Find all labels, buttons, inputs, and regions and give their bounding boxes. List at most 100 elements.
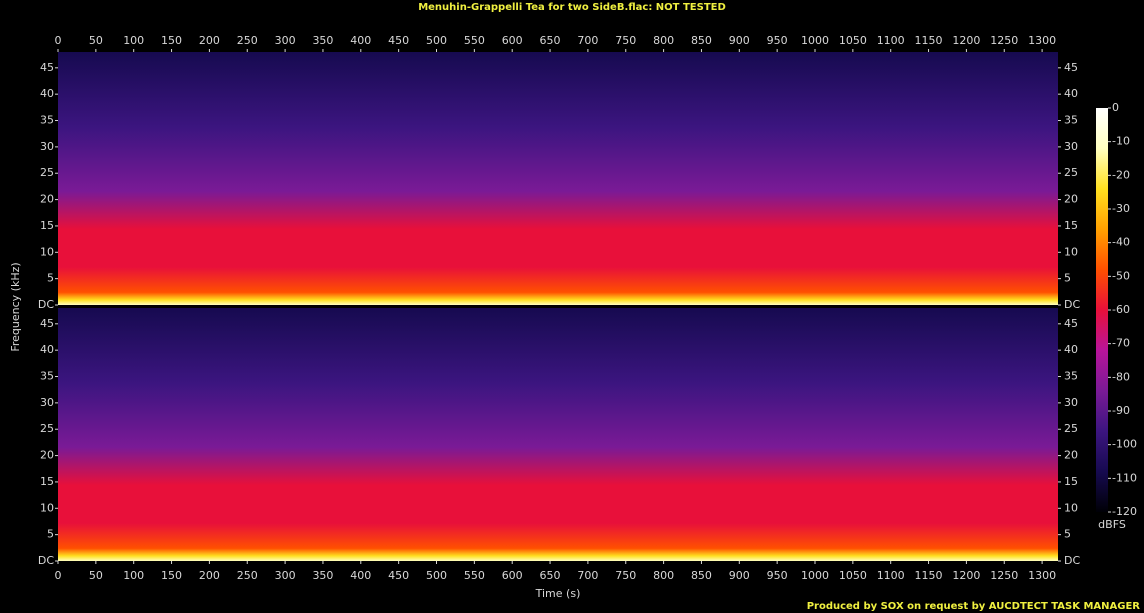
x-tick-label: 800 [653, 569, 674, 582]
x-tick-label: 600 [502, 569, 523, 582]
spectrogram-panel [58, 308, 1058, 561]
y-tick-label: 30 [40, 396, 54, 409]
x-tick-label: 550 [464, 569, 485, 582]
x-tick-label: 0 [55, 569, 62, 582]
colorbar-tick-label: -120 [1112, 505, 1137, 518]
colorbar-tick-label: -70 [1112, 337, 1130, 350]
y-tick-label: 10 [40, 501, 54, 514]
x-tick-label: 400 [350, 34, 371, 47]
colorbar-tick-label: -100 [1112, 438, 1137, 451]
y-tick-label: 45 [40, 317, 54, 330]
colorbar [1096, 108, 1108, 512]
x-tick-label: 900 [729, 34, 750, 47]
colorbar-tick-label: -80 [1112, 370, 1130, 383]
y-tick-label: 5 [47, 272, 54, 285]
x-axis-label: Time (s) [535, 587, 581, 600]
y-tick-label: DC [1064, 298, 1080, 311]
y-axis-label: Frequency (kHz) [9, 262, 22, 351]
y-tick-label: 10 [40, 245, 54, 258]
x-tick-label: 50 [89, 34, 103, 47]
colorbar-tick-label: -50 [1112, 269, 1130, 282]
x-tick-label: 450 [388, 569, 409, 582]
x-tick-label: 1250 [990, 569, 1018, 582]
x-tick-label: 1250 [990, 34, 1018, 47]
x-tick-label: 350 [312, 569, 333, 582]
colorbar-tick-label: -90 [1112, 404, 1130, 417]
y-tick-label: 35 [1064, 114, 1078, 127]
chart-title: Menuhin-Grappelli Tea for two SideB.flac… [418, 2, 726, 13]
y-tick-label: DC [38, 298, 54, 311]
colorbar-tick-label: -30 [1112, 202, 1130, 215]
x-tick-label: 500 [426, 569, 447, 582]
x-tick-label: 750 [615, 569, 636, 582]
y-tick-label: 35 [1064, 370, 1078, 383]
x-tick-label: 300 [275, 34, 296, 47]
colorbar-label: dBFS [1098, 518, 1126, 531]
x-tick-label: 450 [388, 34, 409, 47]
x-tick-label: 850 [691, 34, 712, 47]
x-tick-label: 700 [577, 34, 598, 47]
x-tick-label: 700 [577, 569, 598, 582]
x-tick-label: 750 [615, 34, 636, 47]
spectrogram-panel [58, 52, 1058, 305]
footer: Produced by SOX on request by AUCDTECT T… [807, 601, 1141, 612]
y-tick-label: 25 [40, 422, 54, 435]
colorbar-tick-label: 0 [1112, 101, 1119, 114]
colorbar-tick-label: -40 [1112, 236, 1130, 249]
colorbar-tick-label: -10 [1112, 135, 1130, 148]
y-tick-label: 10 [1064, 501, 1078, 514]
x-tick-label: 350 [312, 34, 333, 47]
y-tick-label: 20 [40, 449, 54, 462]
x-tick-label: 1050 [839, 34, 867, 47]
y-tick-label: 40 [1064, 343, 1078, 356]
x-tick-label: 600 [502, 34, 523, 47]
x-tick-label: 1050 [839, 569, 867, 582]
colorbar-tick-label: -110 [1112, 471, 1137, 484]
x-tick-label: 550 [464, 34, 485, 47]
x-tick-label: 1000 [801, 569, 829, 582]
x-tick-label: 950 [767, 34, 788, 47]
x-tick-label: 250 [237, 569, 258, 582]
y-tick-label: 15 [1064, 219, 1078, 232]
y-tick-label: 20 [1064, 193, 1078, 206]
x-tick-label: 100 [123, 569, 144, 582]
x-tick-label: 650 [540, 34, 561, 47]
y-tick-label: 40 [40, 343, 54, 356]
y-tick-label: 25 [40, 166, 54, 179]
y-tick-label: 5 [1064, 528, 1071, 541]
x-tick-label: 150 [161, 569, 182, 582]
x-tick-label: 950 [767, 569, 788, 582]
y-tick-label: DC [38, 554, 54, 567]
x-tick-label: 150 [161, 34, 182, 47]
x-tick-label: 0 [55, 34, 62, 47]
x-tick-label: 1150 [915, 34, 943, 47]
x-tick-label: 1000 [801, 34, 829, 47]
y-tick-label: 45 [1064, 317, 1078, 330]
x-tick-label: 100 [123, 34, 144, 47]
x-tick-label: 650 [540, 569, 561, 582]
colorbar-tick-label: -20 [1112, 168, 1130, 181]
y-tick-label: 30 [40, 140, 54, 153]
x-tick-label: 400 [350, 569, 371, 582]
y-tick-label: DC [1064, 554, 1080, 567]
y-tick-label: 20 [40, 193, 54, 206]
colorbar-tick-label: -60 [1112, 303, 1130, 316]
y-tick-label: 30 [1064, 140, 1078, 153]
x-tick-label: 250 [237, 34, 258, 47]
x-tick-label: 1100 [877, 569, 905, 582]
y-tick-label: 15 [40, 475, 54, 488]
y-tick-label: 20 [1064, 449, 1078, 462]
y-tick-label: 45 [40, 61, 54, 74]
y-tick-label: 15 [1064, 475, 1078, 488]
y-tick-label: 40 [40, 87, 54, 100]
y-tick-label: 30 [1064, 396, 1078, 409]
x-tick-label: 1200 [952, 34, 980, 47]
x-tick-label: 200 [199, 569, 220, 582]
y-tick-label: 35 [40, 114, 54, 127]
y-tick-label: 25 [1064, 422, 1078, 435]
x-tick-label: 300 [275, 569, 296, 582]
y-tick-label: 40 [1064, 87, 1078, 100]
x-tick-label: 1150 [915, 569, 943, 582]
y-tick-label: 10 [1064, 245, 1078, 258]
